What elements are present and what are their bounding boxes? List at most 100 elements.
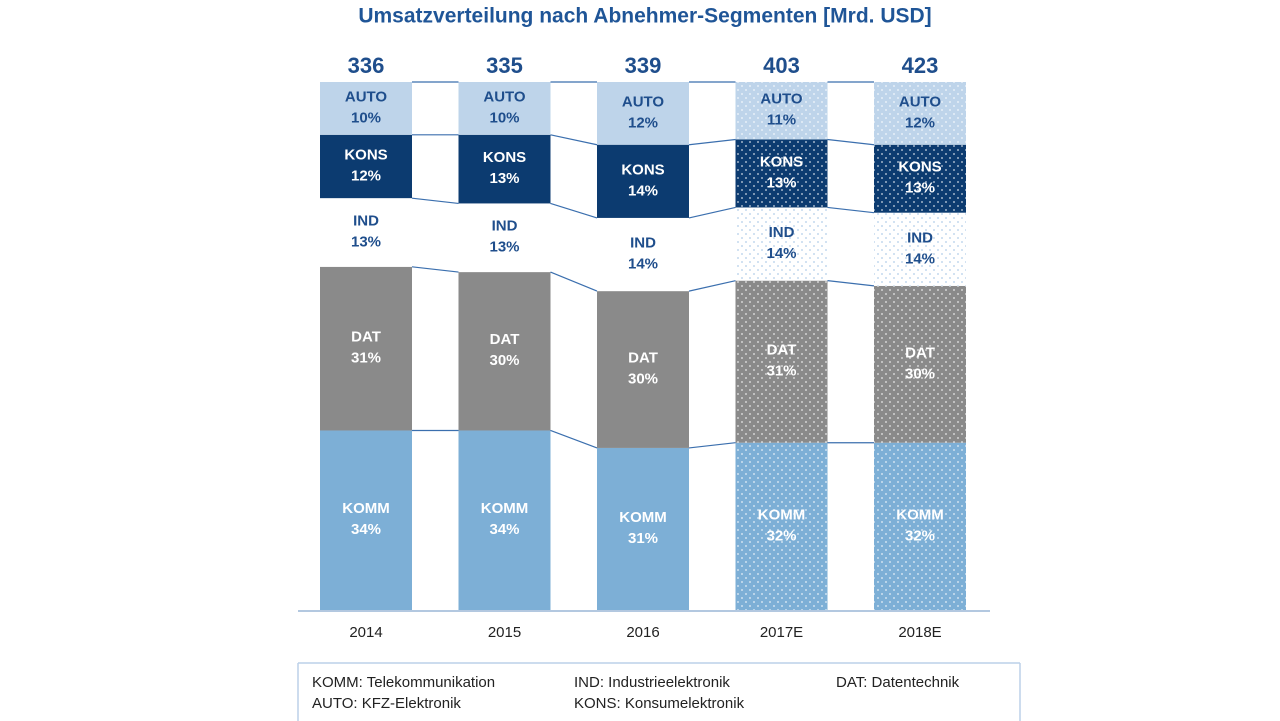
segment-name: AUTO — [483, 88, 526, 105]
total-label: 335 — [486, 53, 523, 78]
bar-segment — [597, 291, 689, 448]
segment-label: 31% — [628, 530, 658, 547]
segment-label: 12% — [628, 114, 658, 131]
total-label: 423 — [902, 53, 939, 78]
segment-name: KONS — [898, 159, 941, 176]
bar-segment — [458, 430, 551, 610]
bar-segment — [597, 82, 689, 145]
connector — [688, 138, 736, 146]
segment-label: 30% — [905, 365, 935, 382]
segment-name: AUTO — [622, 93, 665, 110]
total-label: 336 — [348, 53, 385, 78]
segment-label: 32% — [766, 527, 796, 544]
bar-segment — [597, 447, 689, 610]
connector — [411, 197, 459, 205]
bar-segment — [874, 285, 966, 443]
segment-label: 10% — [351, 109, 381, 126]
segment-name: KONS — [483, 149, 526, 166]
segment-name: KOMM — [342, 500, 390, 517]
segment-label: 13% — [489, 239, 519, 256]
connector — [550, 134, 598, 146]
connector — [550, 271, 598, 292]
segment-label: 34% — [351, 521, 381, 538]
segment-name: IND — [353, 212, 379, 229]
segment-label: 31% — [351, 350, 381, 367]
bar-segment — [458, 82, 551, 135]
segment-name: KOMM — [481, 500, 529, 517]
segment-label: 11% — [767, 112, 796, 129]
bar-segment — [458, 203, 551, 273]
connector — [827, 206, 875, 214]
legend-note: KONS: Konsumelektronik — [574, 695, 745, 712]
segment-label: 31% — [766, 363, 796, 380]
bar-segment — [597, 144, 689, 218]
segment-label: 12% — [905, 114, 935, 131]
segment-name: AUTO — [760, 91, 803, 108]
bar-segment — [458, 134, 551, 204]
connector — [827, 280, 875, 287]
segment-name: KONS — [621, 161, 664, 178]
segment-name: KOMM — [896, 506, 944, 523]
bar-segment — [874, 442, 966, 610]
bar-segment — [320, 134, 412, 199]
segment-name: DAT — [628, 349, 658, 366]
segment-name: AUTO — [345, 88, 388, 105]
connector — [550, 429, 598, 449]
bar-segment — [320, 430, 412, 610]
bar-segment — [458, 272, 551, 431]
bar-segment — [320, 82, 412, 135]
bar-segment — [320, 266, 412, 431]
x-tick-label: 2016 — [626, 624, 659, 641]
segment-label: 32% — [905, 527, 935, 544]
segment-name: IND — [769, 224, 795, 241]
bar-segment — [735, 442, 828, 610]
segment-label: 10% — [489, 109, 519, 126]
segment-name: AUTO — [899, 93, 942, 110]
segment-name: KOMM — [758, 506, 806, 523]
bar-segment — [874, 82, 966, 145]
segment-name: DAT — [351, 329, 381, 346]
legend-note: AUTO: KFZ-Elektronik — [312, 695, 461, 712]
connector — [688, 442, 736, 449]
connector — [688, 206, 736, 219]
segment-label: 14% — [766, 245, 796, 262]
bar-segment — [874, 212, 966, 286]
segment-label: 13% — [905, 180, 935, 197]
connector — [688, 280, 736, 292]
legend-note: DAT: Datentechnik — [836, 674, 960, 691]
segment-name: KONS — [344, 146, 387, 163]
segment-name: DAT — [905, 344, 935, 361]
segment-label: 14% — [628, 182, 658, 199]
segment-name: IND — [907, 229, 933, 246]
x-tick-label: 2015 — [488, 624, 521, 641]
segment-label: 12% — [351, 167, 381, 184]
x-tick-label: 2014 — [349, 624, 382, 641]
bar-segment — [597, 217, 689, 292]
segment-name: KONS — [760, 153, 803, 170]
bar-segment — [735, 139, 828, 208]
bar-segment — [735, 280, 828, 443]
connector — [550, 202, 598, 219]
segment-label: 34% — [489, 521, 519, 538]
legend-note: IND: Industrieelektronik — [574, 674, 730, 691]
segment-label: 13% — [351, 233, 381, 250]
x-tick-label: 2017E — [760, 624, 803, 641]
total-label: 339 — [625, 53, 662, 78]
segment-label: 13% — [766, 174, 796, 191]
bar-segment — [874, 144, 966, 213]
segment-name: IND — [630, 234, 656, 251]
segment-name: KOMM — [619, 509, 667, 526]
connector — [827, 138, 875, 146]
segment-name: IND — [492, 218, 518, 235]
segment-label: 13% — [489, 170, 519, 187]
total-label: 403 — [763, 53, 800, 78]
chart-title: Umsatzverteilung nach Abnehmer-Segmenten… — [358, 5, 931, 28]
segment-label: 14% — [628, 255, 658, 272]
segment-name: DAT — [490, 331, 520, 348]
connector — [411, 266, 459, 273]
bar-segment — [735, 82, 828, 140]
bar-segment — [735, 207, 828, 281]
bar-segment — [320, 198, 412, 267]
legend-note: KOMM: Telekommunikation — [312, 674, 495, 691]
